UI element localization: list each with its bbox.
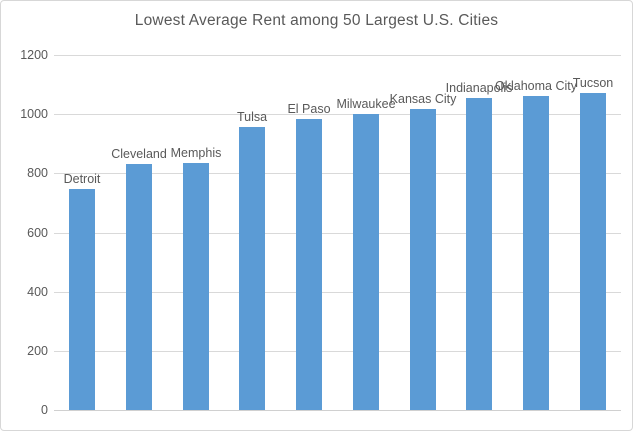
gridline: [54, 114, 621, 115]
bar-cleveland: [126, 164, 152, 410]
bar-kansas-city: [410, 109, 436, 410]
gridline: [54, 410, 621, 411]
bar-memphis: [183, 163, 209, 410]
gridline: [54, 292, 621, 293]
y-axis-tick-label: 1000: [20, 107, 48, 121]
bar-category-label: Kansas City: [389, 92, 457, 106]
y-axis-tick-label: 200: [27, 344, 48, 358]
chart-title: Lowest Average Rent among 50 Largest U.S…: [134, 12, 499, 29]
bar-indianapolis: [466, 98, 492, 410]
bar-oklahoma-city: [523, 96, 549, 410]
bar-detroit: [69, 189, 95, 410]
y-axis-tick-label: 600: [27, 226, 48, 240]
bar-category-label: Cleveland: [111, 147, 167, 161]
bar-category-label: Tulsa: [236, 110, 268, 124]
gridline: [54, 173, 621, 174]
bar-tucson: [580, 93, 606, 410]
bar-category-label: El Paso: [287, 102, 331, 116]
y-axis-tick-label: 1200: [20, 48, 48, 62]
gridline: [54, 55, 621, 56]
y-axis-tick-label: 0: [41, 403, 48, 417]
bar-category-label: Tucson: [572, 76, 614, 90]
bar-category-label: Indianapolis: [445, 81, 513, 95]
y-axis-tick-label: 800: [27, 166, 48, 180]
bar-el-paso: [296, 119, 322, 410]
y-axis-tick-label: 400: [27, 285, 48, 299]
bar-category-label: Oklahoma City: [495, 79, 577, 93]
bar-category-label: Memphis: [170, 146, 222, 160]
gridline: [54, 351, 621, 352]
bar-category-label: Milwaukee: [336, 97, 396, 111]
bar-milwaukee: [353, 114, 379, 410]
bar-category-label: Detroit: [63, 172, 101, 186]
bar-tulsa: [239, 127, 265, 410]
gridline: [54, 233, 621, 234]
